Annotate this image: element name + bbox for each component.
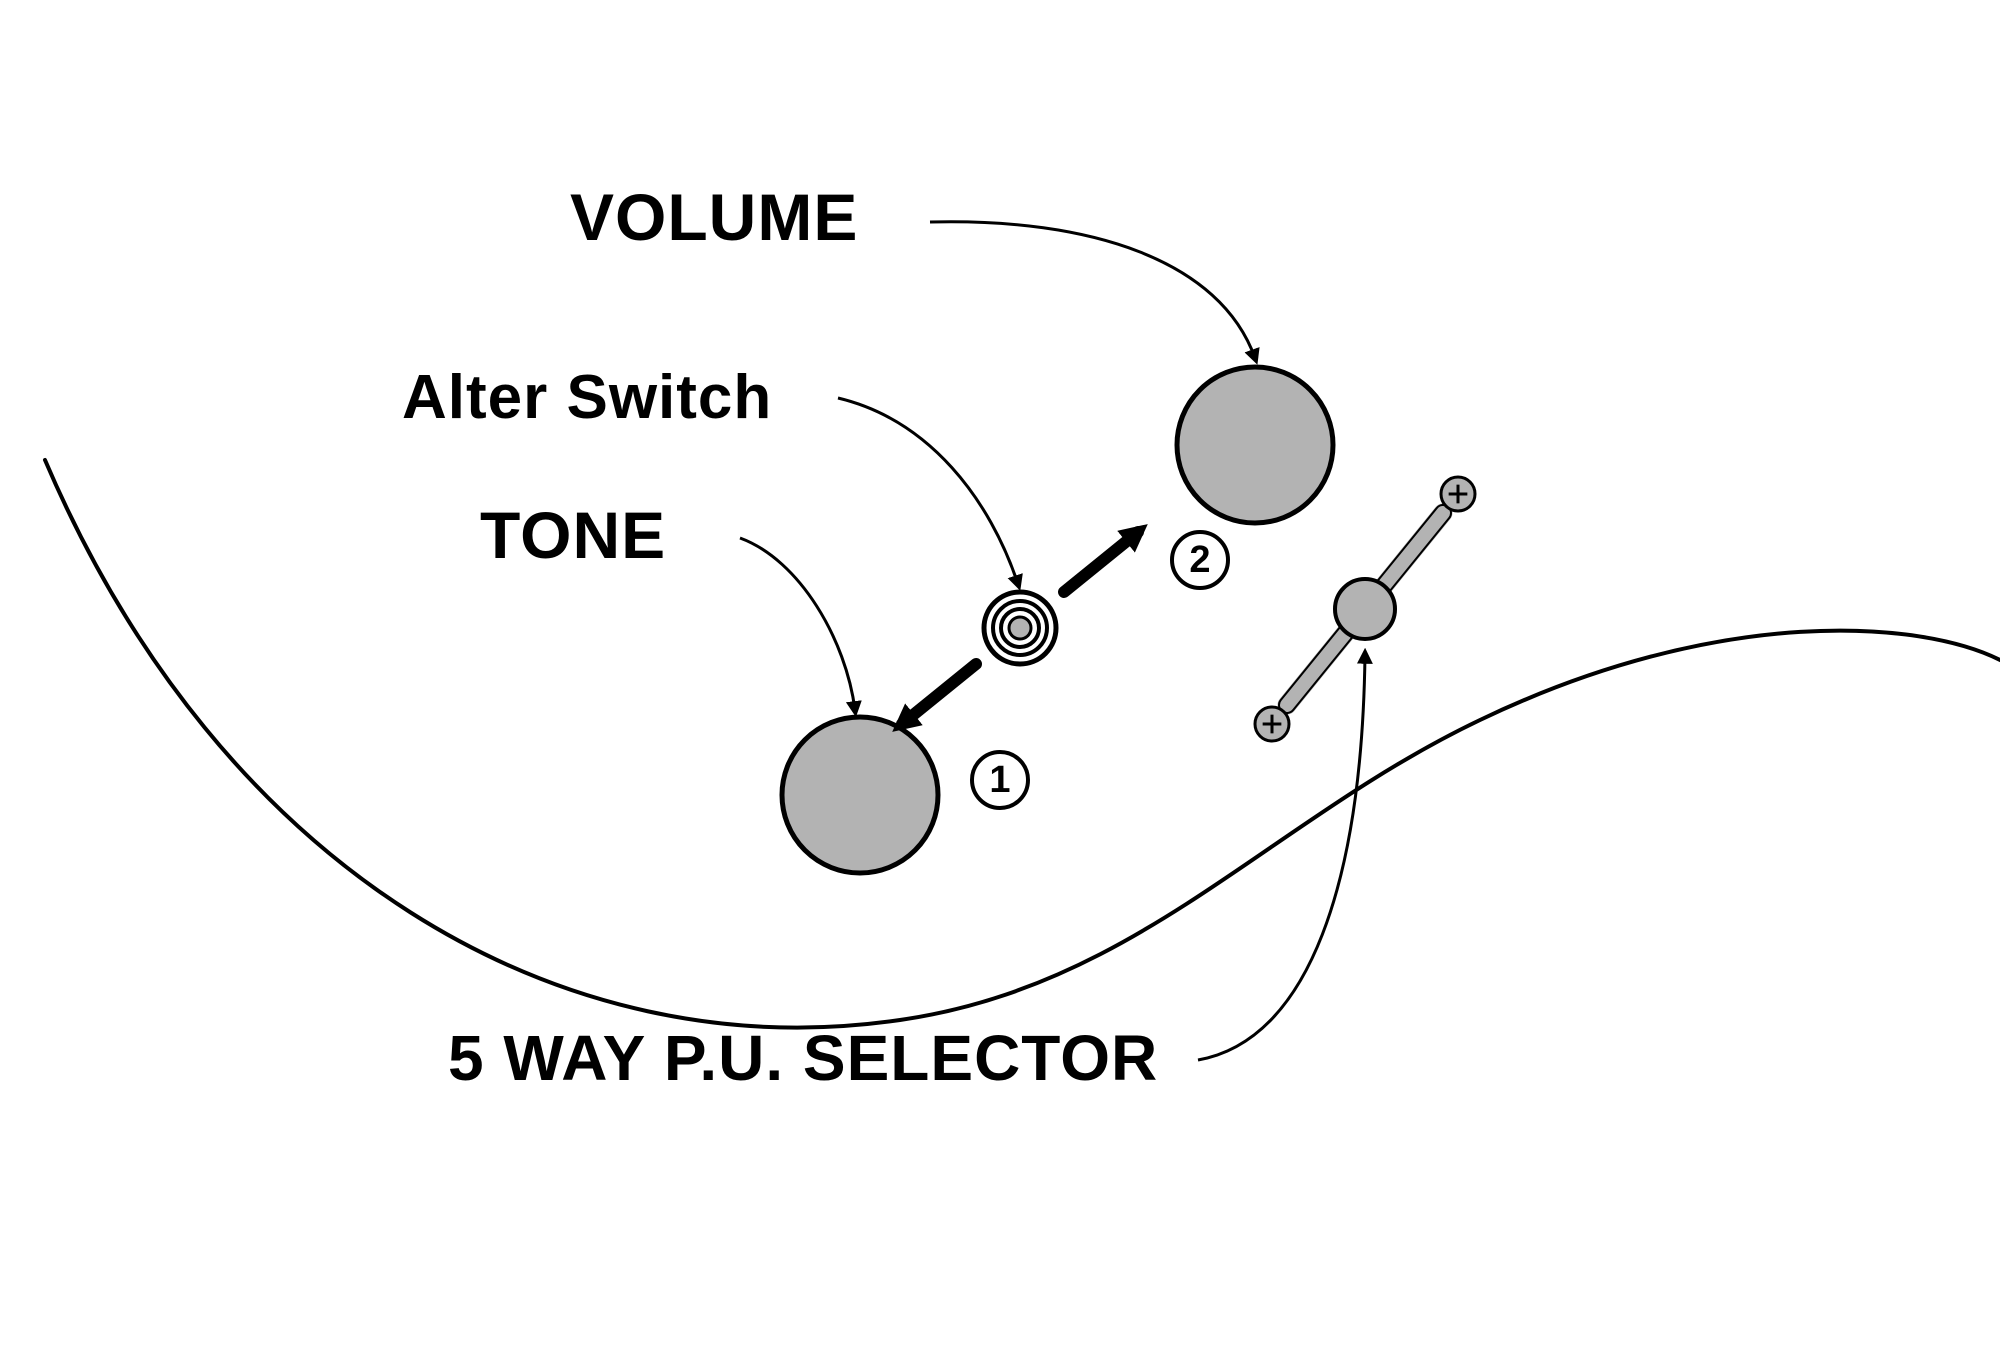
tone-label: TONE xyxy=(480,498,666,572)
volume-knob xyxy=(1177,367,1333,523)
selector-screw-1 xyxy=(1255,707,1289,741)
selector-screw-2 xyxy=(1441,477,1475,511)
alter-switch xyxy=(982,590,1058,666)
diagram-background xyxy=(0,0,2000,1350)
alter-switch-label: Alter Switch xyxy=(402,363,772,432)
selector-label: 5 WAY P.U. SELECTOR xyxy=(448,1022,1158,1094)
position-marker-2: 2 xyxy=(1172,532,1228,588)
position-marker-1-label: 1 xyxy=(989,759,1010,801)
tone-knob xyxy=(782,717,938,873)
position-marker-1: 1 xyxy=(972,752,1028,808)
position-marker-2-label: 2 xyxy=(1189,539,1210,581)
volume-label: VOLUME xyxy=(570,180,858,254)
